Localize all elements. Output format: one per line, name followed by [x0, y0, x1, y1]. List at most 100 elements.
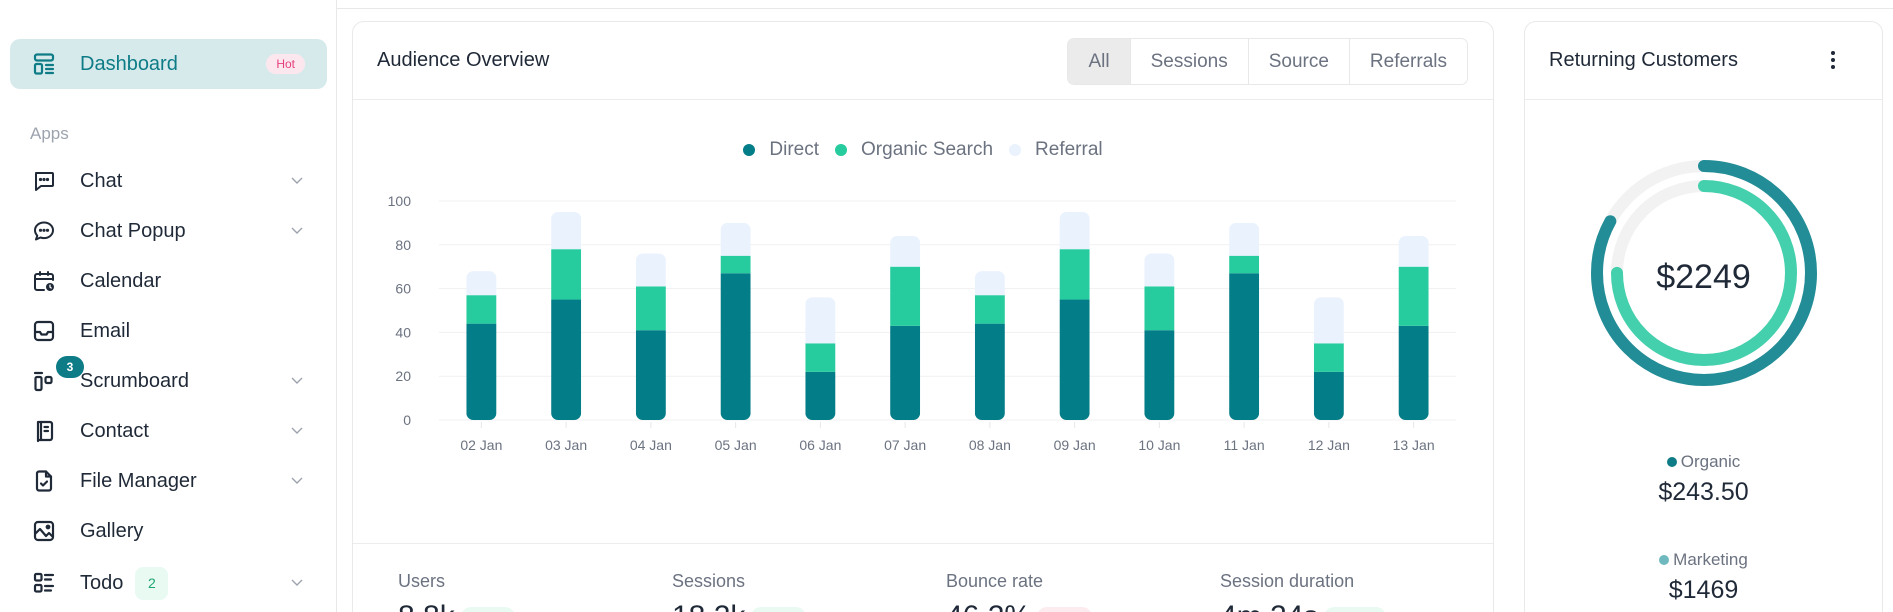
bar-segment: [466, 295, 497, 324]
bar-segment: [805, 297, 836, 344]
bar-segment: [720, 255, 751, 274]
bar-segment: [1059, 249, 1090, 300]
stat-delta-badge: ↑ 10.8%: [1324, 607, 1386, 612]
card-title: Returning Customers: [1549, 49, 1738, 71]
bar-stack[interactable]: [1313, 297, 1344, 420]
chevron-down-icon: [291, 227, 303, 234]
ring-arc-marketing[interactable]: [1611, 180, 1797, 366]
bar-segment: [890, 266, 921, 326]
legend-item-organic-search[interactable]: Organic Search: [835, 139, 993, 161]
stat-label: Session duration: [1220, 571, 1355, 591]
x-tick-label: 03 Jan: [545, 437, 587, 453]
audience-overview-card: Audience Overview All Sessions Source Re…: [352, 21, 1494, 612]
bar-segment: [1398, 325, 1429, 420]
bar-stack[interactable]: [974, 271, 1005, 420]
stat-value: 8.8k: [398, 600, 455, 612]
todo-count-badge: 2: [135, 566, 169, 600]
chat-square-icon: [31, 168, 57, 194]
chevron-down-icon: [291, 477, 303, 484]
x-tick-label: 08 Jan: [969, 437, 1011, 453]
sidebar-item-chat-popup[interactable]: Chat Popup: [10, 209, 327, 253]
legend-label: Marketing: [1673, 550, 1748, 569]
y-tick-label: 60: [395, 281, 411, 297]
x-tick-label: 09 Jan: [1054, 437, 1096, 453]
bar-segment: [1144, 330, 1175, 420]
image-icon: [31, 518, 57, 544]
bar-segment: [635, 330, 666, 420]
sidebar-item-label: Email: [80, 319, 131, 342]
bar-segment: [1059, 299, 1090, 420]
bar-segment: [635, 253, 666, 287]
bar-stack[interactable]: [1398, 236, 1429, 420]
bar-stack[interactable]: [890, 236, 921, 420]
chevron-down-icon: [291, 427, 303, 434]
bar-segment: [551, 249, 582, 300]
bar-stack[interactable]: [1059, 211, 1090, 420]
sidebar-item-label: Todo: [80, 571, 124, 594]
audience-tabs: All Sessions Source Referrals: [1067, 38, 1468, 85]
scrumboard-icon: [31, 368, 57, 394]
bar-stack[interactable]: [1229, 222, 1260, 420]
ring-arc-organic[interactable]: [1591, 160, 1817, 386]
scrumboard-count-badge: 3: [56, 356, 84, 378]
section-title-apps: Apps: [30, 124, 69, 143]
header-divider: [337, 0, 1893, 9]
bar-segment: [974, 271, 1005, 296]
legend-label: Organic Search: [861, 139, 994, 160]
y-tick-label: 100: [388, 193, 412, 209]
sidebar-item-calendar[interactable]: Calendar: [10, 259, 327, 303]
tab-all[interactable]: All: [1068, 39, 1130, 84]
legend-item-referral[interactable]: Referral: [1009, 139, 1103, 161]
stat-session-duration: Session duration 4m 24s ↑ 10.8%: [1220, 571, 1386, 612]
x-tick-label: 06 Jan: [799, 437, 841, 453]
chevron-down-icon: [291, 177, 303, 184]
sidebar-item-label: Calendar: [80, 269, 162, 292]
audience-chart: Direct Organic Search Referral 0 20 40 60 80…: [353, 101, 1493, 544]
sidebar-item-gallery[interactable]: Gallery: [10, 509, 327, 553]
bar-segment: [805, 371, 836, 420]
sidebar-item-dashboard[interactable]: Dashboard Hot: [10, 39, 327, 89]
bar-segment: [1229, 273, 1260, 420]
bar-segment: [635, 286, 666, 331]
bar-segment: [466, 323, 497, 420]
y-tick-label: 40: [395, 324, 411, 340]
sidebar-item-chat[interactable]: Chat: [10, 159, 327, 203]
bar-segment: [1313, 343, 1344, 372]
x-tick-label: 02 Jan: [460, 437, 502, 453]
bar-stack[interactable]: [466, 271, 497, 420]
sidebar-item-file-manager[interactable]: File Manager: [10, 459, 327, 503]
sidebar-item-contact[interactable]: Contact: [10, 409, 327, 453]
file-check-icon: [31, 468, 57, 494]
bar-stack[interactable]: [635, 253, 666, 420]
legend-dot: [1666, 457, 1677, 467]
sidebar-item-email[interactable]: Email: [10, 309, 327, 353]
bar-segment: [1398, 236, 1429, 267]
bar-stack[interactable]: [1144, 253, 1175, 420]
returning-customers-radial-chart: [1591, 160, 1817, 386]
sidebar: Dashboard Hot Apps Chat Chat P: [0, 0, 337, 612]
legend-label: Organic: [1680, 452, 1741, 471]
sidebar-item-todo[interactable]: Todo 2: [10, 561, 327, 605]
chat-bubble-icon: [31, 218, 57, 244]
x-tick-label: 07 Jan: [884, 437, 926, 453]
more-vertical-icon[interactable]: [1830, 50, 1836, 70]
card-title: Audience Overview: [377, 49, 550, 71]
dashboard-icon: [31, 51, 57, 77]
stat-label: Sessions: [672, 571, 746, 591]
tab-sessions[interactable]: Sessions: [1129, 39, 1248, 84]
legend-value: $243.50: [1658, 478, 1749, 506]
contact-book-icon: [31, 418, 57, 444]
hot-badge: Hot: [266, 54, 305, 74]
tab-source[interactable]: Source: [1247, 39, 1349, 84]
bar-segment: [551, 299, 582, 420]
legend-item-direct[interactable]: Direct: [743, 139, 819, 161]
sidebar-item-scrumboard[interactable]: 3 Scrumboard: [10, 356, 327, 403]
bar-stack[interactable]: [720, 222, 751, 420]
x-tick-label: 13 Jan: [1393, 437, 1435, 453]
bar-segment: [551, 211, 582, 250]
bar-segment: [1059, 211, 1090, 250]
tab-referrals[interactable]: Referrals: [1348, 39, 1467, 84]
bar-stack[interactable]: [551, 211, 582, 420]
bar-stack[interactable]: [805, 297, 836, 420]
